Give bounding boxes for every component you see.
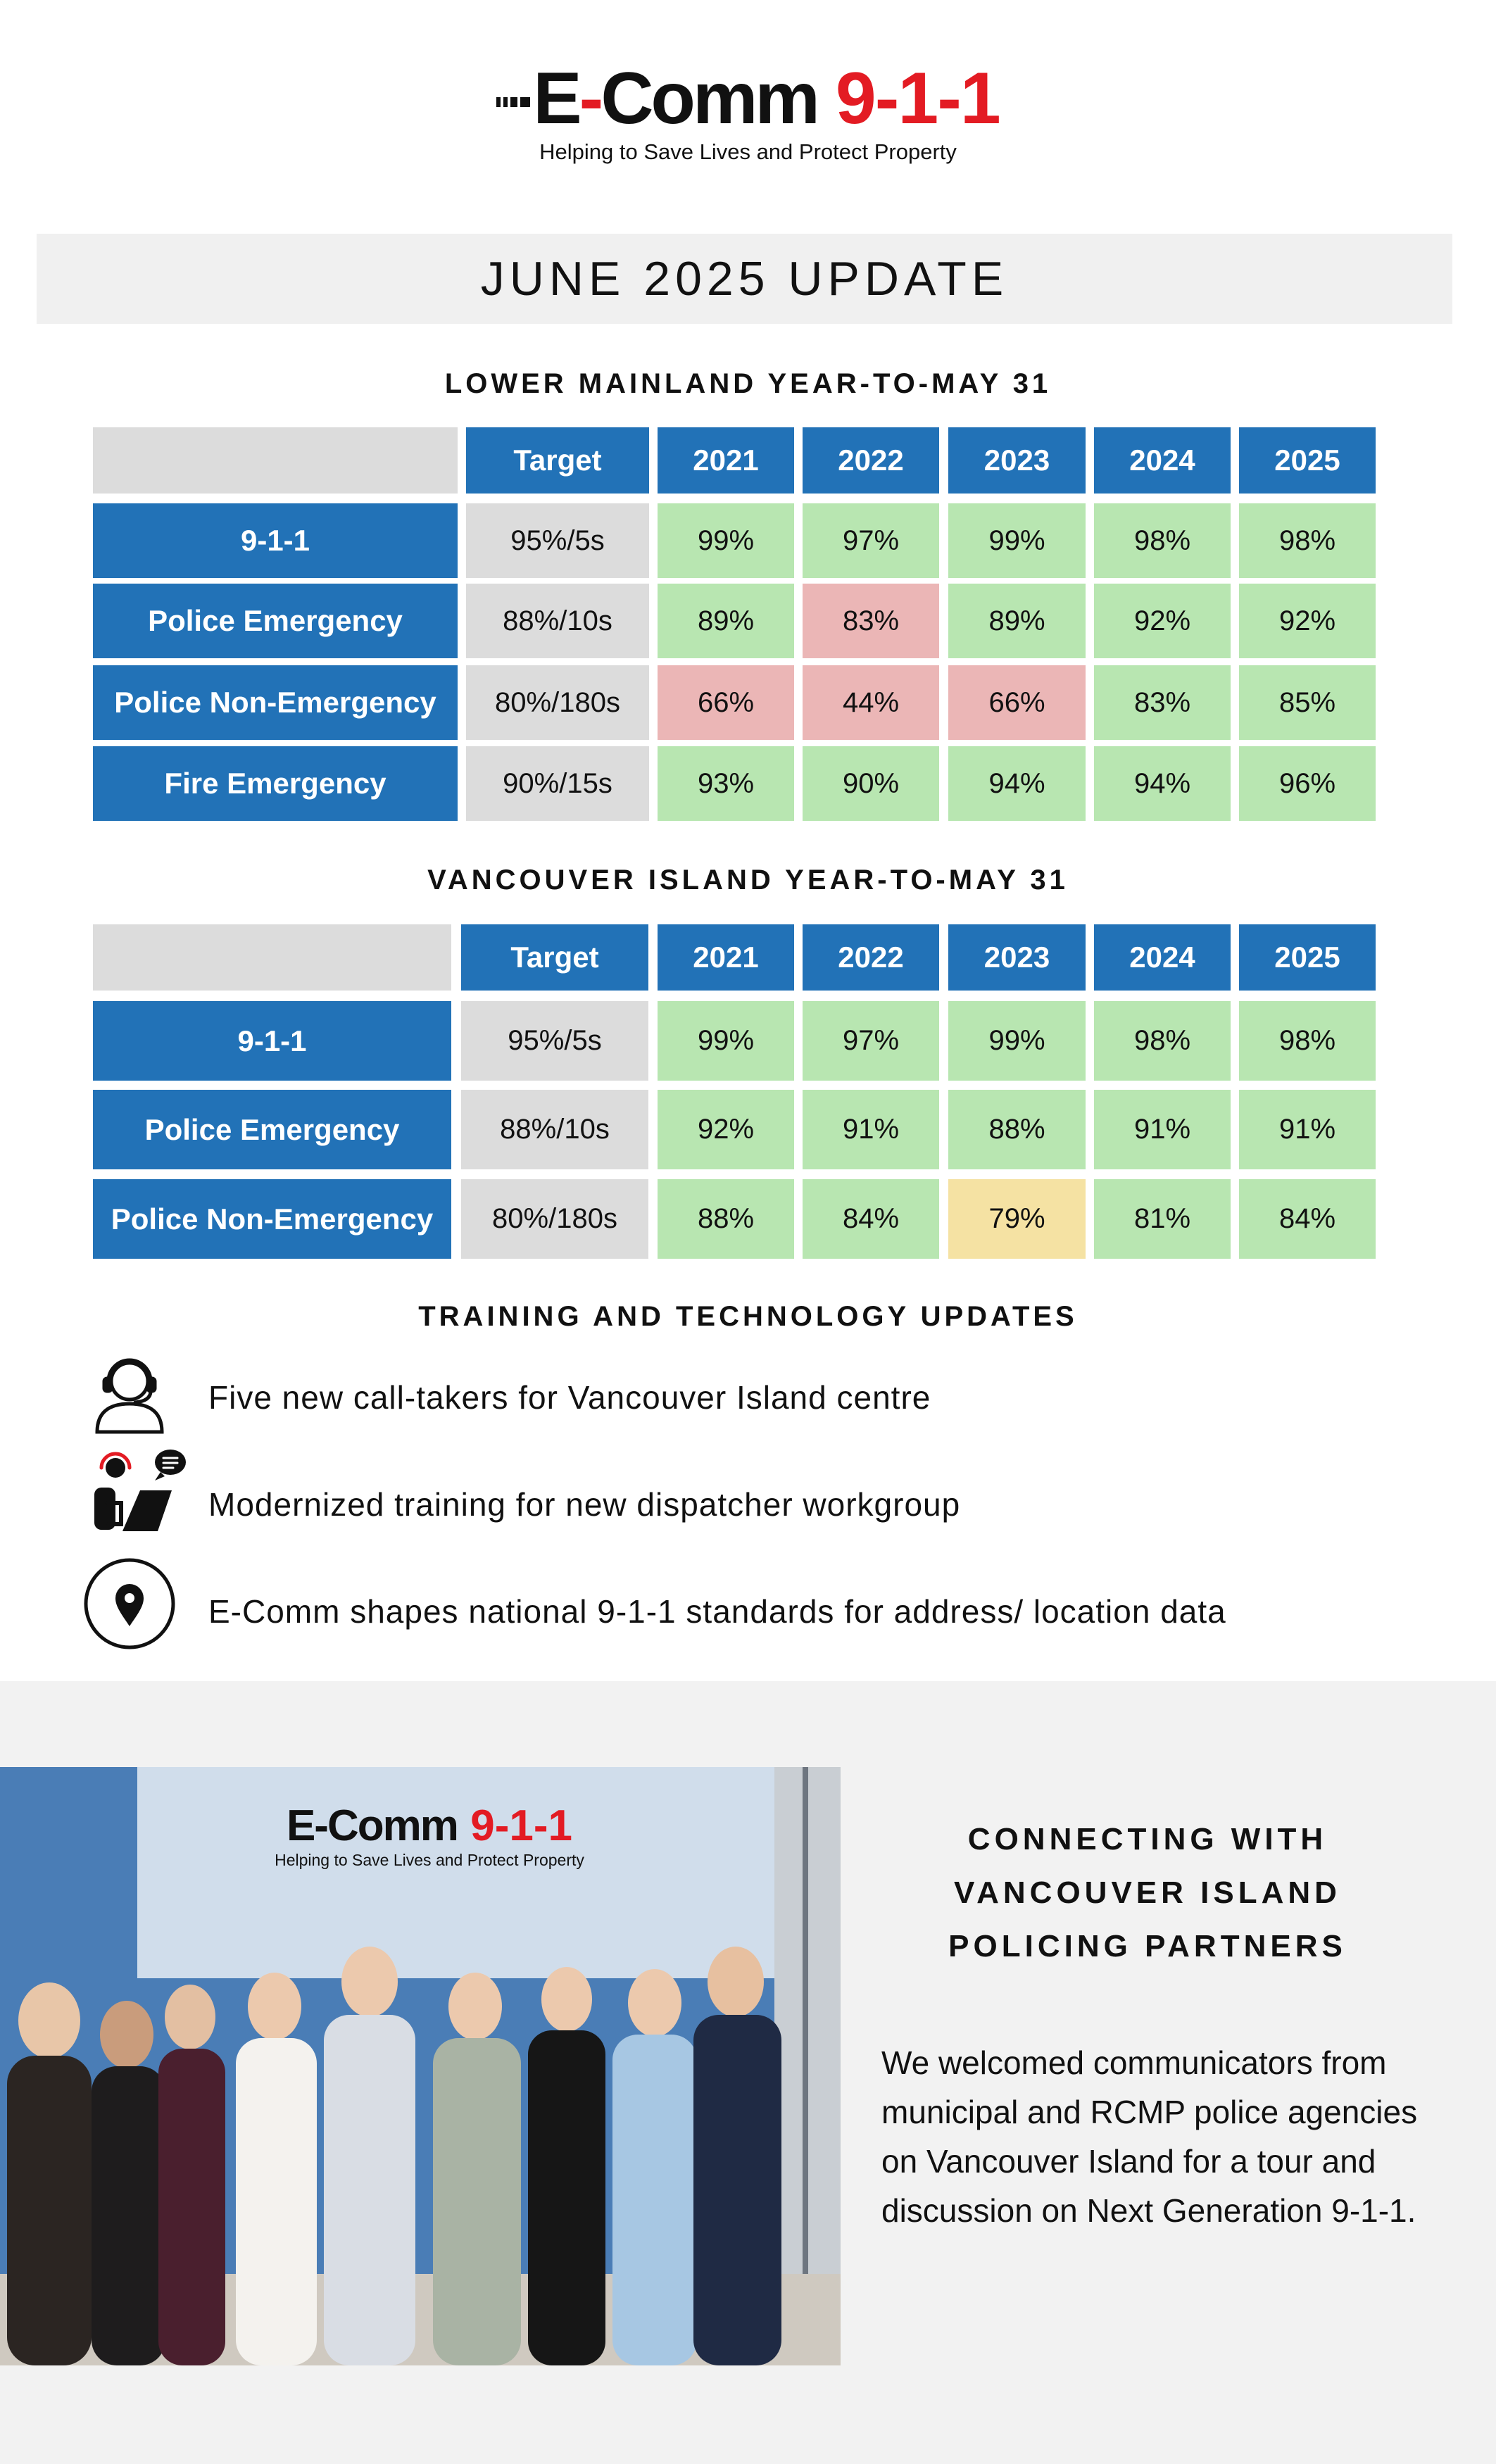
dispatcher-training-icon (87, 1447, 193, 1538)
column-header: Target (466, 427, 649, 494)
row-label: Police Non-Emergency (93, 1179, 451, 1259)
target-cell: 80%/180s (461, 1179, 648, 1259)
column-header: 2021 (658, 427, 794, 494)
column-header: 2022 (803, 427, 939, 494)
target-cell: 80%/180s (466, 665, 649, 740)
value-cell: 98% (1239, 503, 1376, 578)
logo-speed-marks (496, 77, 531, 120)
value-cell: 91% (1239, 1090, 1376, 1169)
value-cell: 99% (948, 1001, 1086, 1081)
value-cell: 79% (948, 1179, 1086, 1259)
value-cell: 97% (803, 503, 939, 578)
vancouver-island-title: VANCOUVER ISLAND YEAR-TO-MAY 31 (427, 865, 1069, 895)
logo-number: 9-1-1 (835, 58, 1001, 139)
target-cell: 95%/5s (466, 503, 649, 578)
value-cell: 89% (658, 584, 794, 658)
value-cell: 84% (1239, 1179, 1376, 1259)
value-cell: 98% (1239, 1001, 1376, 1081)
value-cell: 97% (803, 1001, 939, 1081)
column-header: 2023 (948, 427, 1086, 494)
value-cell: 99% (658, 1001, 794, 1081)
table-corner-cell (93, 924, 451, 991)
partners-title: CONNECTING WITH VANCOUVER ISLAND POLICIN… (948, 1822, 1347, 1963)
logo-wordmark: E-Comm (533, 58, 820, 139)
table-corner-cell (93, 427, 458, 494)
target-cell: 95%/5s (461, 1001, 648, 1081)
value-cell: 66% (658, 665, 794, 740)
row-label: Police Non-Emergency (93, 665, 458, 740)
update-item-text: E-Comm shapes national 9-1-1 standards f… (208, 1593, 1226, 1630)
target-cell: 88%/10s (466, 584, 649, 658)
value-cell: 94% (1094, 746, 1231, 821)
value-cell: 91% (1094, 1090, 1231, 1169)
value-cell: 92% (1239, 584, 1376, 658)
value-cell: 66% (948, 665, 1086, 740)
value-cell: 88% (658, 1179, 794, 1259)
value-cell: 83% (1094, 665, 1231, 740)
logo-tagline: Helping to Save Lives and Protect Proper… (539, 139, 957, 164)
update-item-text: Modernized training for new dispatcher w… (208, 1486, 961, 1523)
value-cell: 91% (803, 1090, 939, 1169)
row-label: 9-1-1 (93, 503, 458, 578)
row-label: Police Emergency (93, 584, 458, 658)
value-cell: 90% (803, 746, 939, 821)
column-header: 2025 (1239, 924, 1376, 991)
value-cell: 44% (803, 665, 939, 740)
value-cell: 88% (948, 1090, 1086, 1169)
row-label: Fire Emergency (93, 746, 458, 821)
column-header: 2023 (948, 924, 1086, 991)
people-silhouettes (7, 1947, 781, 2365)
update-banner: JUNE 2025 UPDATE (37, 234, 1452, 324)
call-taker-headset-icon (87, 1350, 172, 1435)
column-header: 2022 (803, 924, 939, 991)
column-header: Target (461, 924, 648, 991)
updates-title: TRAINING AND TECHNOLOGY UPDATES (418, 1301, 1078, 1332)
photo-wall-logo: E-Comm 9-1-1 Helping to Save Lives and P… (275, 1802, 584, 1869)
value-cell: 96% (1239, 746, 1376, 821)
value-cell: 81% (1094, 1179, 1231, 1259)
update-item-text: Five new call-takers for Vancouver Islan… (208, 1379, 931, 1416)
lower-mainland-title: LOWER MAINLAND YEAR-TO-MAY 31 (444, 368, 1052, 399)
target-cell: 90%/15s (466, 746, 649, 821)
value-cell: 84% (803, 1179, 939, 1259)
target-cell: 88%/10s (461, 1090, 648, 1169)
value-cell: 99% (948, 503, 1086, 578)
value-cell: 83% (803, 584, 939, 658)
partners-body: We welcomed communicators from municipal… (881, 2044, 1418, 2229)
ecomm-logo: E-Comm 9-1-1 Helping to Save Lives and P… (0, 62, 1496, 165)
column-header: 2024 (1094, 924, 1231, 991)
value-cell: 92% (1094, 584, 1231, 658)
column-header: 2025 (1239, 427, 1376, 494)
value-cell: 92% (658, 1090, 794, 1169)
row-label: 9-1-1 (93, 1001, 451, 1081)
value-cell: 89% (948, 584, 1086, 658)
location-pin-icon (83, 1557, 176, 1650)
value-cell: 98% (1094, 1001, 1231, 1081)
value-cell: 99% (658, 503, 794, 578)
column-header: 2021 (658, 924, 794, 991)
team-photo: E-Comm 9-1-1 Helping to Save Lives and P… (0, 1767, 841, 2365)
value-cell: 85% (1239, 665, 1376, 740)
value-cell: 94% (948, 746, 1086, 821)
column-header: 2024 (1094, 427, 1231, 494)
value-cell: 93% (658, 746, 794, 821)
row-label: Police Emergency (93, 1090, 451, 1169)
value-cell: 98% (1094, 503, 1231, 578)
